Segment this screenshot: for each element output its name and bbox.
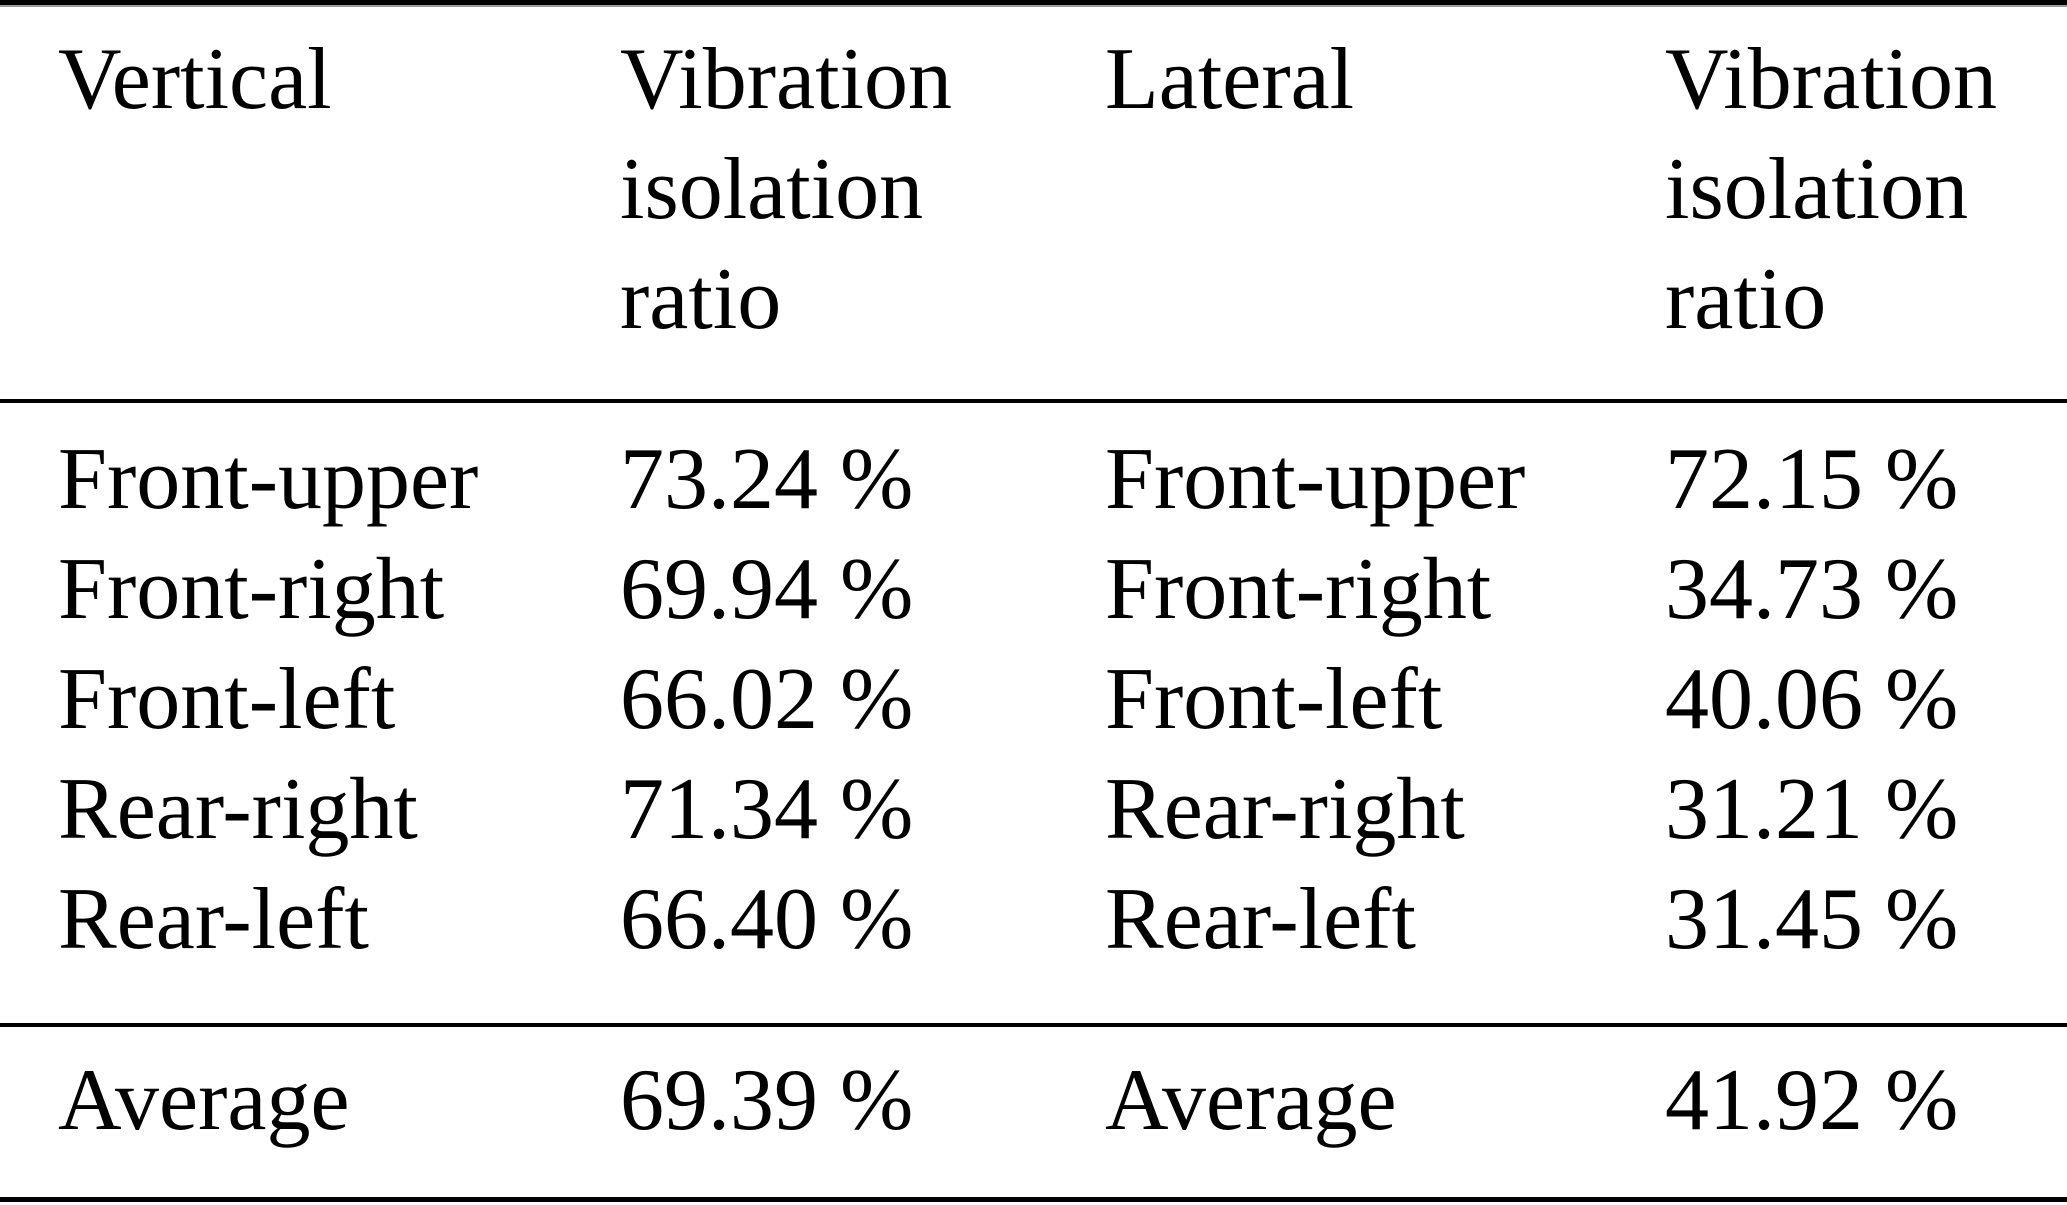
header-vertical: Vertical	[58, 31, 332, 128]
vertical-position-cell: Front-right	[58, 541, 445, 638]
vertical-ratio-cell: 66.40 %	[620, 871, 914, 968]
table-body: Front-upper 73.24 % Front-upper 72.15 % …	[0, 403, 2067, 1027]
lateral-position-cell: Front-right	[1105, 541, 1492, 638]
vertical-position-cell: Average	[58, 1052, 350, 1149]
header-lateral-ratio: Vibration isolation ratio	[1665, 25, 2067, 355]
table-row: Front-right 69.94 % Front-right 34.73 %	[0, 535, 2067, 645]
header-lateral: Lateral	[1105, 31, 1355, 128]
lateral-position-cell: Front-upper	[1105, 431, 1526, 528]
vertical-position-cell: Front-upper	[58, 431, 479, 528]
lateral-ratio-cell: 40.06 %	[1665, 651, 1959, 748]
lateral-ratio-cell: 41.92 %	[1665, 1052, 1959, 1149]
top-rule-thin	[0, 5, 2067, 7]
table-row: Rear-right 71.34 % Rear-right 31.21 %	[0, 755, 2067, 865]
lateral-ratio-cell: 31.45 %	[1665, 871, 1959, 968]
table-header-row: Vertical Vibration isolation ratio Later…	[0, 7, 2067, 403]
vertical-position-cell: Rear-right	[58, 761, 418, 858]
vertical-ratio-cell: 71.34 %	[620, 761, 914, 858]
header-lateral-ratio-label: Vibration isolation ratio	[1665, 31, 1997, 348]
table-row: Front-upper 73.24 % Front-upper 72.15 %	[0, 425, 2067, 535]
lateral-ratio-cell: 34.73 %	[1665, 541, 1959, 638]
table-row: Front-left 66.02 % Front-left 40.06 %	[0, 645, 2067, 755]
lateral-position-cell: Average	[1105, 1052, 1397, 1149]
vertical-ratio-cell: 66.02 %	[620, 651, 914, 748]
vertical-position-cell: Rear-left	[58, 871, 369, 968]
lateral-position-cell: Rear-right	[1105, 761, 1465, 858]
vertical-ratio-cell: 69.94 %	[620, 541, 914, 638]
lateral-ratio-cell: 31.21 %	[1665, 761, 1959, 858]
vertical-ratio-cell: 73.24 %	[620, 431, 914, 528]
vertical-position-cell: Front-left	[58, 651, 396, 748]
vertical-ratio-cell: 69.39 %	[620, 1052, 914, 1149]
lateral-position-cell: Rear-left	[1105, 871, 1416, 968]
top-rule-thick	[0, 0, 2067, 5]
table-row: Rear-left 66.40 % Rear-left 31.45 %	[0, 865, 2067, 975]
header-vertical-ratio-label: Vibration isolation ratio	[620, 31, 952, 348]
header-vertical-ratio: Vibration isolation ratio	[620, 25, 1105, 355]
lateral-ratio-cell: 72.15 %	[1665, 431, 1959, 528]
lateral-position-cell: Front-left	[1105, 651, 1443, 748]
average-row: Average 69.39 % Average 41.92 %	[0, 1027, 2067, 1202]
